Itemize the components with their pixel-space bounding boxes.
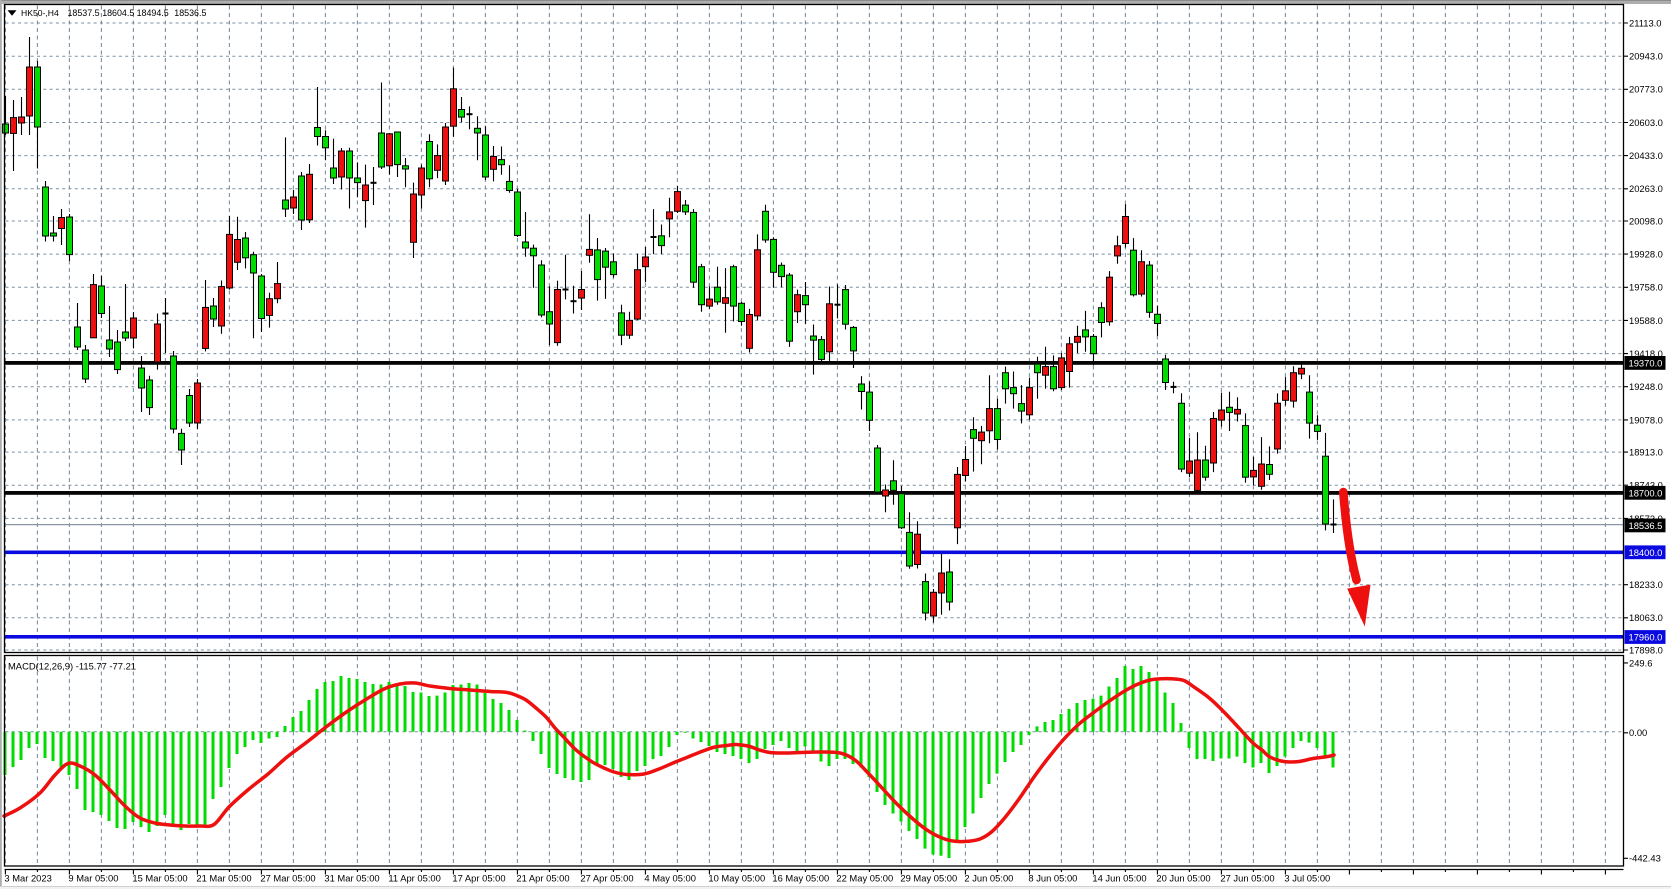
- svg-text:20773.0: 20773.0: [1629, 84, 1663, 95]
- svg-text:3 Mar 2023: 3 Mar 2023: [4, 873, 51, 884]
- svg-text:4 May 05:00: 4 May 05:00: [644, 873, 696, 884]
- svg-text:18700.0: 18700.0: [1629, 487, 1663, 498]
- svg-text:18537.5: 18537.5: [68, 8, 100, 18]
- svg-text:8 Jun 05:00: 8 Jun 05:00: [1028, 873, 1077, 884]
- svg-text:15 Mar 05:00: 15 Mar 05:00: [132, 873, 187, 884]
- svg-text:249.6: 249.6: [1629, 657, 1652, 668]
- svg-text:27 Mar 05:00: 27 Mar 05:00: [260, 873, 315, 884]
- svg-text:MACD(12,26,9) -115.77 -77.21: MACD(12,26,9) -115.77 -77.21: [8, 660, 136, 671]
- svg-text:HK50-,H4: HK50-,H4: [21, 8, 59, 18]
- svg-text:20433.0: 20433.0: [1629, 150, 1663, 161]
- svg-text:27 Jun 05:00: 27 Jun 05:00: [1220, 873, 1274, 884]
- svg-text:21 Apr 05:00: 21 Apr 05:00: [516, 873, 569, 884]
- svg-text:20263.0: 20263.0: [1629, 183, 1663, 194]
- svg-text:29 May 05:00: 29 May 05:00: [900, 873, 957, 884]
- svg-text:2 Jun 05:00: 2 Jun 05:00: [964, 873, 1013, 884]
- svg-text:21113.0: 21113.0: [1629, 17, 1662, 28]
- svg-text:20098.0: 20098.0: [1629, 215, 1663, 226]
- svg-text:17960.0: 17960.0: [1629, 632, 1663, 643]
- svg-text:18494.5: 18494.5: [137, 8, 169, 18]
- svg-text:20603.0: 20603.0: [1629, 117, 1663, 128]
- svg-text:-442.43: -442.43: [1629, 853, 1661, 864]
- svg-text:22 May 05:00: 22 May 05:00: [836, 873, 893, 884]
- svg-text:18400.0: 18400.0: [1629, 547, 1663, 558]
- svg-text:0.00: 0.00: [1629, 727, 1647, 738]
- svg-text:19928.0: 19928.0: [1629, 249, 1663, 260]
- svg-text:17898.0: 17898.0: [1629, 644, 1663, 655]
- svg-text:18573.0: 18573.0: [1629, 513, 1663, 524]
- svg-text:18536.5: 18536.5: [1629, 520, 1663, 531]
- svg-text:17 Apr 05:00: 17 Apr 05:00: [452, 873, 505, 884]
- svg-text:18604.5: 18604.5: [102, 8, 134, 18]
- svg-text:9 Mar 05:00: 9 Mar 05:00: [68, 873, 118, 884]
- svg-text:19370.0: 19370.0: [1629, 358, 1663, 369]
- svg-text:20943.0: 20943.0: [1629, 51, 1663, 62]
- svg-text:10 May 05:00: 10 May 05:00: [708, 873, 765, 884]
- svg-text:31 Mar 05:00: 31 Mar 05:00: [324, 873, 379, 884]
- svg-text:19418.0: 19418.0: [1629, 348, 1663, 359]
- svg-text:14 Jun 05:00: 14 Jun 05:00: [1092, 873, 1146, 884]
- svg-text:18913.0: 18913.0: [1629, 447, 1663, 458]
- svg-text:19588.0: 19588.0: [1629, 315, 1663, 326]
- svg-text:3 Jul 05:00: 3 Jul 05:00: [1284, 873, 1330, 884]
- svg-text:27 Apr 05:00: 27 Apr 05:00: [580, 873, 633, 884]
- svg-text:19248.0: 19248.0: [1629, 381, 1663, 392]
- svg-text:21 Mar 05:00: 21 Mar 05:00: [196, 873, 251, 884]
- svg-text:18743.0: 18743.0: [1629, 480, 1663, 491]
- svg-text:18233.0: 18233.0: [1629, 579, 1663, 590]
- svg-text:18536.5: 18536.5: [174, 8, 206, 18]
- svg-text:16 May 05:00: 16 May 05:00: [772, 873, 829, 884]
- svg-text:18063.0: 18063.0: [1629, 612, 1663, 623]
- svg-text:19078.0: 19078.0: [1629, 414, 1663, 425]
- svg-text:19758.0: 19758.0: [1629, 282, 1663, 293]
- svg-text:11 Apr 05:00: 11 Apr 05:00: [388, 873, 440, 884]
- svg-text:20 Jun 05:00: 20 Jun 05:00: [1156, 873, 1210, 884]
